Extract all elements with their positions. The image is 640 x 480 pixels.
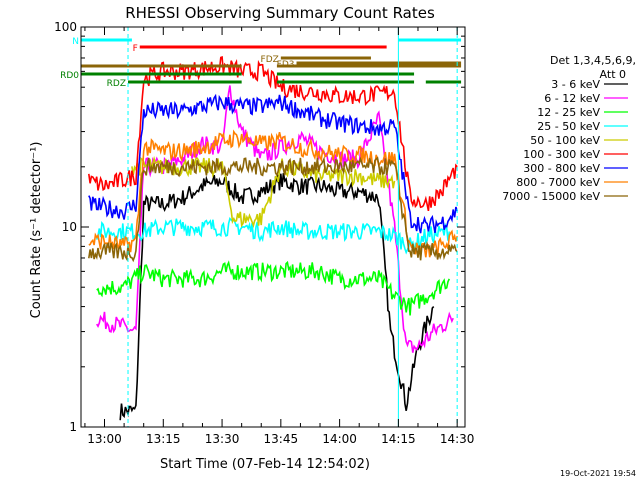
series-line-7000-15000-kev [88,156,458,263]
series-line-300-800-kev [88,93,458,234]
y-axis-label: Count Rate (s⁻¹ detector⁻¹) [29,142,44,319]
series-line-50-100-kev [131,155,396,229]
y-tick-label-2: 100 [54,20,77,34]
series-line-25-50-kev [95,216,451,255]
x-axis-label: Start Time (07-Feb-14 12:54:02) [160,457,370,472]
series-line-3-6-kev [119,173,435,421]
series-line-12-25-kev [96,260,451,316]
footer-date: 19-Oct-2021 19:54 [560,469,636,478]
series-line-6-12-kev [96,85,454,353]
legend-header-line-2: Att 0 [600,68,626,81]
chart-marks [81,27,462,427]
legend-label-100-300-kev: 100 - 300 keV [523,148,600,161]
x-tick-label-3: 13:45 [264,432,299,446]
x-tick-label-4: 14:00 [322,432,357,446]
flag-label-fd3: FD3 [277,60,295,70]
flag-label-n: N [72,37,79,47]
x-tick-label-2: 13:30 [205,432,240,446]
x-tick-label-1: 13:15 [146,432,181,446]
y-tick-label-0: 1 [69,420,77,434]
x-tick-label-6: 14:30 [440,432,475,446]
legend-label-12-25-kev: 12 - 25 keV [537,106,600,119]
legend-label-300-800-kev: 300 - 800 keV [523,162,600,175]
series-line-800-7000-kev [88,129,458,258]
legend-label-7000-15000-kev: 7000 - 15000 keV [502,190,600,203]
flag-label-rdz: RDZ [107,79,126,89]
legend-label-50-100-kev: 50 - 100 keV [530,134,600,147]
legend-label-25-50-kev: 25 - 50 keV [537,120,600,133]
flag-label-rd0: RD0 [60,71,79,81]
legend-label-6-12-kev: 6 - 12 keV [544,92,600,105]
chart-title: RHESSI Observing Summary Count Rates [125,4,435,22]
y-tick-label-1: 10 [62,220,77,234]
legend-label-3-6-kev: 3 - 6 keV [551,78,600,91]
flag-label-fdz: FDZ [261,55,279,65]
x-tick-label-5: 14:15 [381,432,416,446]
x-tick-label-0: 13:00 [87,432,122,446]
legend-label-800-7000-kev: 800 - 7000 keV [516,176,600,189]
legend-header-line-1: Det 1,3,4,5,6,9, [550,54,636,67]
flag-label-f: F [133,44,138,54]
series-line-100-300-kev [88,56,458,212]
